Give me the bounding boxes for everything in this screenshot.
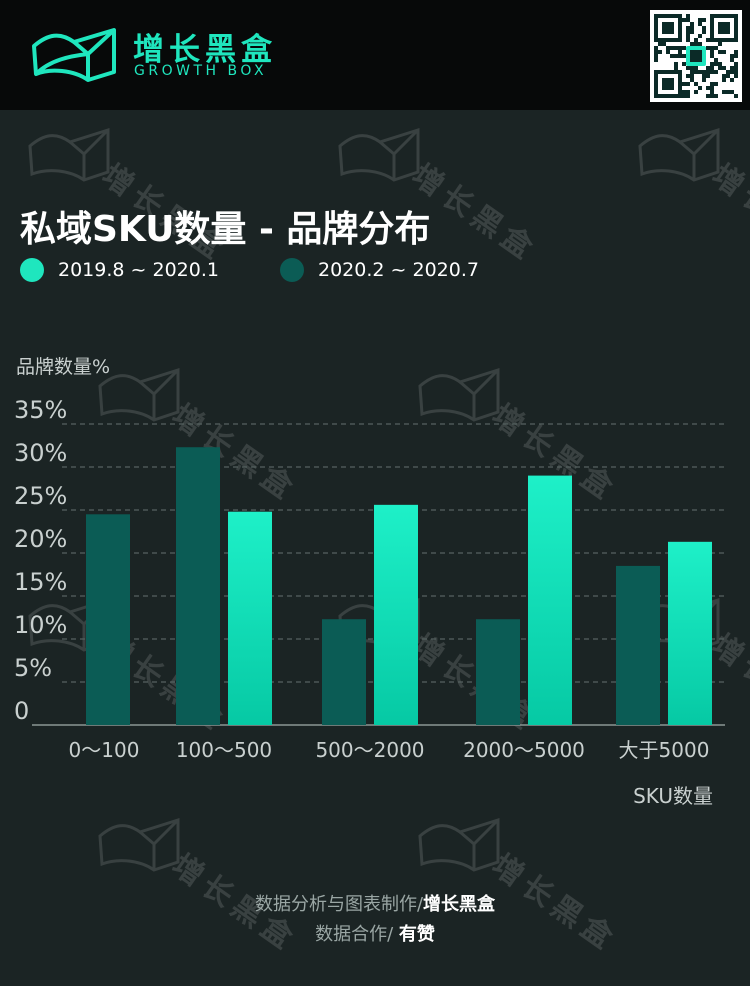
bar-series-1-cat-2 [228,511,272,725]
y-tick-label: 0 [14,697,29,725]
y-tick-label: 15% [14,568,67,596]
y-tick-label: 30% [14,439,67,467]
x-axis-label: SKU数量 [633,784,713,808]
legend-label-series-2: 2020.2 ~ 2020.7 [318,259,479,281]
legend-swatch-series-1 [20,258,44,282]
footer-partner-prefix: 数据合作/ [315,924,399,945]
y-tick-label: 35% [14,396,67,424]
footer-credit-prefix: 数据分析与图表制作/ [254,894,424,915]
legend-item-series-1: 2019.8 ~ 2020.1 [20,258,219,282]
y-tick-label: 25% [14,482,67,510]
x-tick-label: 100～500 [176,738,272,762]
y-tick-label: 10% [14,611,67,639]
header: 增长黑盒 GROWTH BOX [0,0,750,110]
bar-series-2-cat-3 [322,619,366,725]
x-tick-label: 500～2000 [315,738,424,762]
x-tick-label: 大于5000 [619,738,710,762]
y-axis-label: 品牌数量% [16,356,110,378]
x-tick-label: 0～100 [69,738,140,762]
bar-series-2-cat-4 [476,619,520,725]
legend-swatch-series-2 [280,258,304,282]
x-tick-label: 2000～5000 [463,738,585,762]
y-tick-label: 20% [14,525,67,553]
qr-code-icon [650,10,742,102]
chart-title: 私域SKU数量 - 品牌分布 [20,209,431,250]
bar-series-1-cat-4 [528,475,572,725]
legend-label-series-1: 2019.8 ~ 2020.1 [58,259,219,281]
bar-series-2-cat-5 [616,565,660,725]
footer-credit-partner: 数据合作/ 有赞 [0,920,750,946]
legend-item-series-2: 2020.2 ~ 2020.7 [280,258,479,282]
bar-series-1-cat-3 [374,504,418,725]
brand-name-en: GROWTH BOX [134,63,268,79]
growth-box-logo-icon [32,28,116,82]
bar-series-2-cat-2 [176,447,220,725]
footer-credit-brand: 增长黑盒 [423,894,496,915]
brand-name-cn: 增长黑盒 [133,32,277,68]
footer-partner-name: 有赞 [398,924,435,945]
bar-series-1-cat-5 [668,541,712,725]
bar-series-2-cat-1 [86,514,130,725]
footer-credit-analysis: 数据分析与图表制作/增长黑盒 [0,890,750,916]
y-tick-label: 5% [14,654,52,682]
